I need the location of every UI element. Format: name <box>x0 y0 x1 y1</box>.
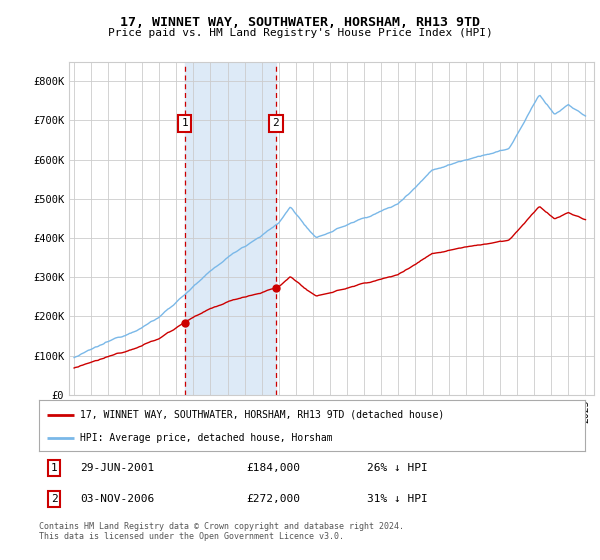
Text: £184,000: £184,000 <box>247 463 301 473</box>
Text: 2: 2 <box>272 118 280 128</box>
Text: 1: 1 <box>181 118 188 128</box>
Bar <box>185 62 276 395</box>
Text: 17, WINNET WAY, SOUTHWATER, HORSHAM, RH13 9TD: 17, WINNET WAY, SOUTHWATER, HORSHAM, RH1… <box>120 16 480 29</box>
Text: 17, WINNET WAY, SOUTHWATER, HORSHAM, RH13 9TD (detached house): 17, WINNET WAY, SOUTHWATER, HORSHAM, RH1… <box>80 409 444 419</box>
Text: 03-NOV-2006: 03-NOV-2006 <box>80 494 154 504</box>
Text: 31% ↓ HPI: 31% ↓ HPI <box>367 494 427 504</box>
Text: HPI: Average price, detached house, Horsham: HPI: Average price, detached house, Hors… <box>80 433 332 443</box>
Text: £272,000: £272,000 <box>247 494 301 504</box>
Text: Price paid vs. HM Land Registry's House Price Index (HPI): Price paid vs. HM Land Registry's House … <box>107 28 493 38</box>
Text: Contains HM Land Registry data © Crown copyright and database right 2024.
This d: Contains HM Land Registry data © Crown c… <box>39 522 404 542</box>
Text: 29-JUN-2001: 29-JUN-2001 <box>80 463 154 473</box>
Text: 2: 2 <box>51 494 58 504</box>
Text: 26% ↓ HPI: 26% ↓ HPI <box>367 463 427 473</box>
Text: 1: 1 <box>51 463 58 473</box>
